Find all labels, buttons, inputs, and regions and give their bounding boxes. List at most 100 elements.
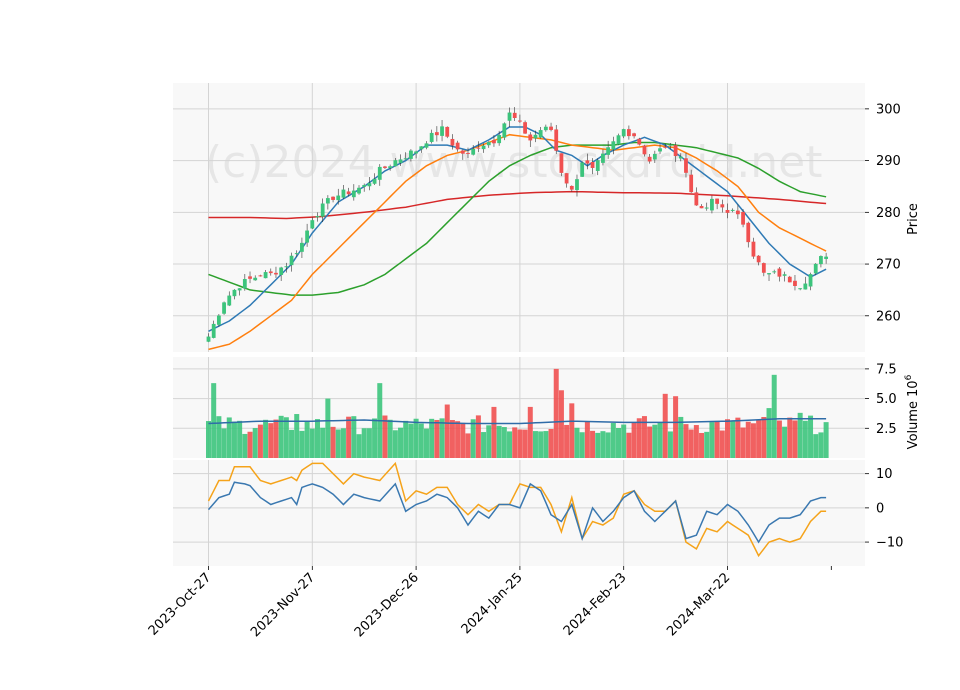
candle-body: [699, 206, 704, 209]
candle-body: [642, 145, 647, 155]
volume-bar: [662, 393, 668, 458]
volume-bar: [325, 398, 331, 458]
volume-bar: [725, 419, 730, 458]
volume-bar: [507, 431, 513, 458]
candle-body: [601, 153, 605, 163]
candle-body: [767, 273, 771, 275]
candle-body: [575, 179, 579, 191]
oscillator-fast-line: [207, 481, 827, 544]
price-axis-label: Price: [906, 203, 921, 235]
volume-bar: [372, 418, 378, 458]
volume-bar: [771, 374, 777, 458]
candle-body: [725, 209, 730, 213]
candle-body: [351, 190, 356, 198]
volume-axis-label: Volume 106: [904, 374, 921, 449]
volume-bars: [206, 368, 829, 458]
candle-body: [336, 195, 341, 201]
candle-body: [486, 142, 491, 146]
price-axis-tick-label: 270: [876, 258, 901, 273]
candle-body: [616, 135, 621, 145]
candle-body: [258, 275, 263, 277]
candle-body: [595, 160, 600, 171]
volume-axis-label-base: 10: [906, 380, 921, 397]
candle-body: [367, 183, 372, 187]
volume-bar: [569, 403, 575, 458]
candle-body: [518, 120, 522, 122]
candle-body: [383, 166, 387, 168]
volume-axis-label-exponent: 6: [904, 374, 914, 380]
volume-bar: [621, 424, 627, 458]
candle-body: [315, 216, 320, 218]
candle-body: [751, 241, 756, 257]
volume-bar: [434, 419, 440, 458]
candle-body: [455, 142, 460, 150]
volume-bar: [470, 419, 476, 458]
volume-bar: [346, 416, 352, 458]
candle-body: [824, 256, 829, 259]
candle-body: [481, 145, 486, 150]
volume-bar: [309, 428, 315, 458]
candle-body: [746, 222, 751, 243]
candle-body: [289, 255, 294, 266]
candle-body: [694, 192, 699, 206]
candle-body: [409, 150, 413, 159]
x-axis-tick-label: 2023-Nov-27: [248, 570, 318, 640]
price-panel-rect: [173, 83, 865, 352]
candle-body: [782, 274, 787, 276]
candle-body: [216, 315, 221, 325]
candle-body: [331, 196, 335, 200]
volume-bar: [242, 433, 248, 458]
volume-bar: [449, 420, 455, 458]
volume-bar: [709, 422, 715, 458]
volume-bar: [776, 420, 782, 458]
volume-bar: [501, 427, 507, 458]
volume-bar: [444, 404, 450, 458]
volume-bar: [538, 431, 544, 458]
candle-body: [611, 141, 616, 150]
volume-bar: [273, 419, 279, 458]
volume-bar: [787, 417, 793, 458]
candle-body: [772, 271, 777, 273]
volume-bar: [299, 430, 305, 458]
candle-body: [538, 130, 543, 138]
candle-body: [580, 162, 585, 177]
volume-bar: [636, 418, 642, 458]
volume-bar: [797, 412, 803, 458]
candle-body: [393, 160, 398, 167]
price-panel-background: [173, 83, 865, 352]
candle-body: [647, 156, 652, 162]
candle-body: [813, 263, 818, 274]
volume-axis-tick-label: 2.5: [876, 422, 897, 437]
candle-body: [507, 112, 512, 121]
volume-bar: [398, 427, 404, 458]
volume-bar: [465, 433, 471, 458]
volume-bar: [714, 421, 720, 458]
candle-body: [512, 112, 517, 118]
ma-long-line: [208, 141, 827, 296]
volume-bar: [263, 419, 269, 458]
x-axis-tick-label: 2023-Dec-26: [352, 570, 422, 640]
candle-body: [652, 153, 657, 160]
candle-body: [388, 166, 393, 169]
watermark-text: (c)2024 www.stockdroid.net: [205, 137, 822, 188]
candle-body: [543, 126, 548, 131]
candle-body: [263, 272, 268, 279]
candle-body: [460, 150, 465, 154]
candle-body: [761, 263, 766, 273]
volume-bar: [413, 418, 419, 458]
volume-bar: [278, 415, 284, 458]
candle-body: [227, 295, 232, 306]
candle-body: [377, 166, 382, 180]
candle-body: [549, 126, 553, 130]
volume-bar: [693, 425, 699, 458]
candle-body: [554, 129, 559, 151]
x-axis-tick-label: 2023-Oct-27: [146, 570, 214, 638]
volume-bar: [403, 420, 409, 458]
candle-body: [663, 146, 668, 148]
oscillator-axis-tick-label: 0: [876, 501, 884, 516]
volume-bar: [641, 416, 647, 458]
candle-body: [440, 126, 444, 136]
candle-body: [564, 173, 569, 184]
candle-body: [372, 178, 377, 184]
x-axis-tick-label: 2024-Mar-22: [664, 570, 733, 639]
